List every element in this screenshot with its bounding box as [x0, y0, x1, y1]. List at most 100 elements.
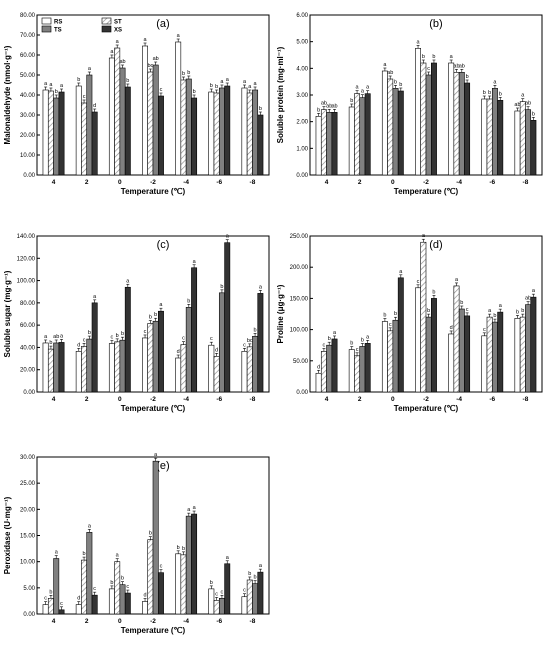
significance-letter: d: [450, 325, 453, 331]
x-tick-label: 0: [391, 396, 395, 403]
bar-xs: [331, 112, 338, 176]
significance-letter: b: [210, 83, 213, 89]
bar-rs: [481, 98, 488, 176]
bar-st: [486, 316, 493, 393]
significance-letter: c: [356, 347, 359, 353]
significance-letter: a: [450, 54, 454, 60]
bar-xs: [497, 311, 504, 393]
legend-label: RS: [54, 20, 62, 26]
significance-letter: b: [220, 284, 223, 290]
y-tick-label: 150.00: [290, 296, 309, 302]
y-tick-label: 80.00: [20, 13, 36, 19]
bar-rs: [208, 91, 215, 176]
significance-letter: a: [417, 39, 421, 45]
x-tick-label: 2: [85, 396, 89, 403]
bar-ts: [326, 344, 333, 393]
bar-st: [213, 92, 220, 176]
bar-rs: [348, 349, 355, 393]
bar-xs: [464, 82, 471, 176]
significance-letter: a: [366, 334, 370, 340]
bar-rs: [108, 57, 115, 176]
x-tick-label: 0: [118, 179, 122, 186]
x-tick-label: -8: [250, 618, 256, 625]
significance-letter: a: [383, 62, 387, 68]
panel-label: (e): [156, 460, 169, 472]
significance-letter: b: [187, 70, 190, 76]
significance-letter: a: [532, 288, 536, 294]
bar-st: [147, 71, 154, 176]
y-tick-label: 50.00: [293, 359, 309, 365]
bar-st: [180, 344, 187, 393]
bar-ts: [359, 97, 366, 176]
bar-ts: [53, 97, 60, 176]
significance-letter: c: [160, 87, 163, 93]
significance-letter: b: [49, 589, 52, 595]
bar-xs: [158, 572, 164, 615]
y-tick-label: 70.00: [20, 33, 36, 39]
y-tick-label: 30.00: [20, 455, 36, 461]
bar-st: [47, 597, 54, 615]
significance-letter: a: [93, 294, 97, 300]
bar-rs: [448, 62, 455, 176]
bar-st: [81, 559, 88, 615]
significance-letter: c: [160, 564, 163, 570]
significance-letter: b: [483, 90, 486, 96]
y-tick-label: 100.00: [290, 328, 309, 334]
bar-ts: [491, 321, 498, 393]
x-tick-label: 2: [85, 618, 89, 625]
y-tick-label: 200.00: [290, 265, 309, 271]
significance-letter: b: [499, 91, 502, 97]
bar-xs: [530, 296, 537, 393]
significance-letter: b: [493, 313, 496, 319]
bar-xs: [431, 298, 437, 393]
x-tick-label: -2: [150, 396, 156, 403]
y-tick-label: 2.00: [296, 120, 308, 126]
significance-letter: b: [49, 340, 52, 346]
bar-ts: [218, 292, 225, 393]
bar-xs: [364, 343, 371, 393]
significance-letter: a: [154, 452, 158, 458]
bar-rs: [208, 344, 215, 393]
significance-letter: a: [55, 550, 59, 556]
bar-xs: [257, 571, 264, 615]
x-tick-label: -4: [183, 179, 189, 186]
bar-ts: [119, 584, 126, 615]
bar-ts: [86, 74, 93, 176]
x-tick-label: -2: [423, 396, 429, 403]
y-axis-label: Proline (μg·g⁻¹): [276, 284, 285, 343]
significance-letter: d: [77, 342, 80, 348]
significance-letter: a: [493, 79, 497, 85]
significance-letter: b: [110, 580, 113, 586]
significance-letter: a: [193, 505, 197, 511]
significance-letter: c: [483, 327, 486, 333]
bar-st: [387, 78, 394, 176]
x-tick-label: -6: [216, 396, 222, 403]
bar-st: [180, 554, 187, 615]
x-tick-label: 2: [358, 179, 362, 186]
significance-letter: b: [361, 337, 364, 343]
significance-letter: b: [126, 78, 129, 84]
x-tick-label: -4: [183, 396, 189, 403]
significance-letter: b: [254, 327, 257, 333]
significance-letter: b: [77, 77, 80, 83]
bar-st: [213, 600, 220, 615]
y-tick-label: 10.00: [20, 153, 36, 159]
significance-letter: b: [532, 111, 535, 117]
bar-ts: [458, 72, 465, 176]
significance-letter: d: [317, 364, 320, 370]
bar-st: [246, 346, 253, 393]
significance-letter: a: [187, 507, 191, 513]
bar-rs: [42, 89, 49, 176]
significance-letter: b: [350, 341, 353, 347]
significance-letter: b: [328, 336, 331, 342]
bar-rs: [241, 351, 248, 393]
y-tick-label: 40.00: [20, 345, 36, 351]
significance-letter: ab: [525, 296, 531, 302]
significance-letter: c: [83, 94, 86, 100]
significance-letter: a: [60, 83, 64, 89]
significance-letter: b: [259, 106, 262, 112]
bar-xs: [158, 310, 164, 393]
bar-ts: [86, 532, 93, 615]
bar-xs: [397, 277, 404, 393]
significance-letter: b: [466, 74, 469, 80]
